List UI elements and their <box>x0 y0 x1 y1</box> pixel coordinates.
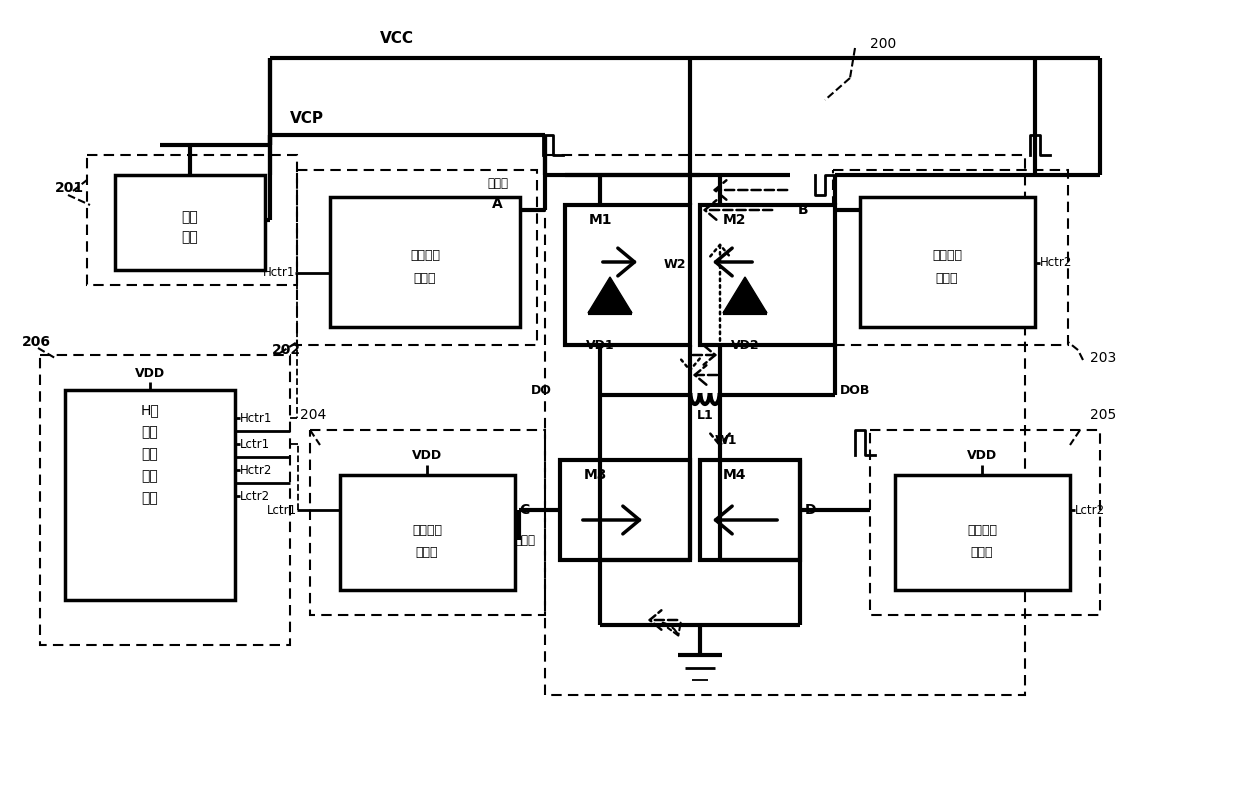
Text: DOB: DOB <box>839 383 870 396</box>
Bar <box>861 197 1035 327</box>
Text: 右下管驱: 右下管驱 <box>967 524 997 536</box>
Text: 动电路: 动电路 <box>971 547 993 559</box>
Text: 206: 206 <box>22 335 51 349</box>
Text: 低电平: 低电平 <box>515 533 534 547</box>
Text: Hctr2: Hctr2 <box>241 464 273 477</box>
Text: 左下管驱: 左下管驱 <box>412 524 441 536</box>
Text: 驱动: 驱动 <box>141 425 159 439</box>
Bar <box>64 390 236 600</box>
Text: 信号: 信号 <box>141 447 159 461</box>
Text: Lctr1: Lctr1 <box>267 504 298 516</box>
Text: 产生: 产生 <box>141 469 159 483</box>
Text: VCC: VCC <box>379 30 414 45</box>
Text: VD1: VD1 <box>585 339 614 351</box>
Text: H桥: H桥 <box>140 403 160 417</box>
Text: 201: 201 <box>55 181 84 195</box>
Text: 200: 200 <box>870 37 897 51</box>
Bar <box>895 475 1070 590</box>
Text: 电路: 电路 <box>141 491 159 505</box>
Text: A: A <box>492 197 502 211</box>
Text: M4: M4 <box>723 468 746 482</box>
Text: Hctr1: Hctr1 <box>263 266 295 280</box>
Bar <box>40 355 290 645</box>
Text: W2: W2 <box>663 258 686 272</box>
Bar <box>546 155 1025 695</box>
Text: 升压: 升压 <box>181 210 198 224</box>
Text: L1: L1 <box>697 409 713 422</box>
Text: VDD: VDD <box>967 449 997 461</box>
Text: Hctr2: Hctr2 <box>1040 257 1073 269</box>
Text: B: B <box>797 203 808 217</box>
Bar <box>565 205 689 345</box>
Text: 202: 202 <box>272 343 301 357</box>
Polygon shape <box>588 277 632 313</box>
Bar <box>701 460 800 560</box>
Text: VCP: VCP <box>290 111 324 125</box>
Text: D: D <box>805 503 816 517</box>
Bar <box>560 460 689 560</box>
Text: VDD: VDD <box>412 449 443 461</box>
Polygon shape <box>723 277 768 313</box>
Text: M2: M2 <box>723 213 746 227</box>
Bar <box>833 170 1068 345</box>
Bar <box>330 197 520 327</box>
Text: Hctr1: Hctr1 <box>241 411 273 425</box>
Text: 动电路: 动电路 <box>936 272 959 285</box>
Bar <box>298 170 537 345</box>
Text: Lctr2: Lctr2 <box>1075 504 1105 516</box>
Text: M3: M3 <box>583 468 606 482</box>
Bar <box>701 205 835 345</box>
Text: Lctr1: Lctr1 <box>241 438 270 450</box>
Text: C: C <box>520 503 529 517</box>
Text: 左上管驱: 左上管驱 <box>410 249 440 261</box>
Text: W1: W1 <box>714 434 738 446</box>
Text: 204: 204 <box>300 408 326 422</box>
Bar <box>870 430 1100 615</box>
Bar <box>310 430 546 615</box>
Text: 电路: 电路 <box>181 230 198 244</box>
Bar <box>115 175 265 270</box>
Text: 高电平: 高电平 <box>487 176 508 190</box>
Text: M1: M1 <box>588 213 611 227</box>
Text: Lctr2: Lctr2 <box>241 489 270 502</box>
Bar <box>340 475 515 590</box>
Text: DO: DO <box>531 383 552 396</box>
Bar <box>87 155 298 285</box>
Text: 动电路: 动电路 <box>414 272 436 285</box>
Text: 动电路: 动电路 <box>415 547 438 559</box>
Text: 右上管驱: 右上管驱 <box>932 249 962 261</box>
Text: 205: 205 <box>1090 408 1116 422</box>
Text: 203: 203 <box>1090 351 1116 365</box>
Text: VD2: VD2 <box>730 339 759 351</box>
Text: VDD: VDD <box>135 367 165 379</box>
